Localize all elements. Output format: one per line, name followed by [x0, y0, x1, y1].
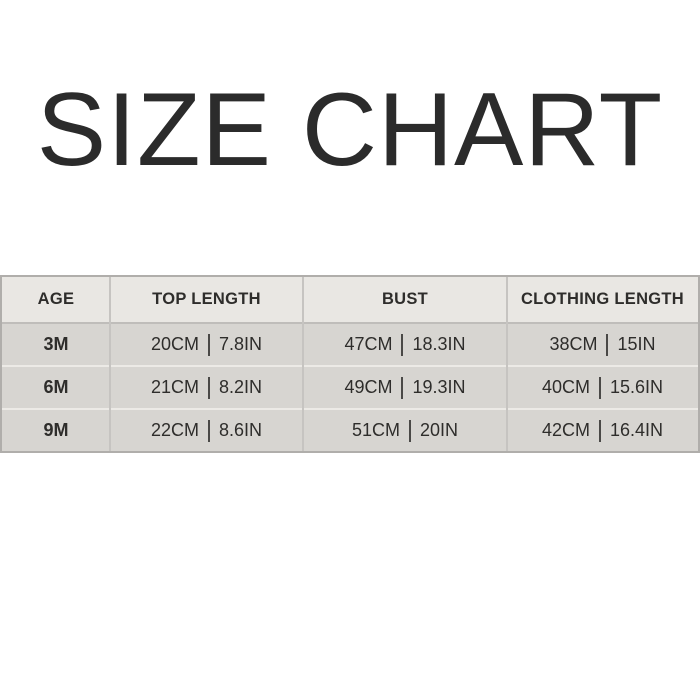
in-value: 19.3IN	[412, 377, 466, 397]
cm-value: 49CM	[344, 377, 393, 397]
column-divider	[109, 277, 111, 451]
in-value: 8.6IN	[218, 420, 263, 440]
header-clothing-length: CLOTHING LENGTH	[520, 290, 685, 308]
table-header-row: AGE TOP LENGTH BUST CLOTHING LENGTH	[2, 277, 698, 324]
bust-value: 49CM 19.3IN	[303, 376, 507, 399]
unit-divider-bar	[401, 376, 404, 399]
table-row-6m: 6M 21CM 8.2IN 49CM 19.3IN 40CM 15.6IN	[2, 365, 698, 408]
cm-value: 40CM	[541, 377, 590, 397]
unit-divider-bar	[207, 333, 210, 356]
cm-value: 47CM	[344, 334, 393, 354]
in-value: 18.3IN	[412, 334, 466, 354]
age-value: 9M	[43, 420, 69, 440]
cm-value: 42CM	[541, 420, 590, 440]
column-divider	[506, 277, 508, 451]
unit-divider-bar	[207, 376, 210, 399]
cm-value: 22CM	[150, 420, 199, 440]
top-length-value: 22CM 8.6IN	[110, 419, 303, 442]
top-length-value: 21CM 8.2IN	[110, 376, 303, 399]
header-age: AGE	[37, 290, 75, 308]
unit-divider-bar	[401, 333, 404, 356]
age-value: 6M	[43, 377, 69, 397]
in-value: 8.2IN	[218, 377, 263, 397]
in-value: 15.6IN	[609, 377, 664, 397]
size-chart-table: AGE TOP LENGTH BUST CLOTHING LENGTH 3M 2…	[0, 275, 700, 453]
cm-value: 38CM	[549, 334, 598, 354]
header-top-length: TOP LENGTH	[152, 290, 261, 308]
cm-value: 20CM	[150, 334, 199, 354]
clothing-length-value: 42CM 16.4IN	[507, 419, 698, 442]
clothing-length-value: 40CM 15.6IN	[507, 376, 698, 399]
header-bust: BUST	[381, 290, 429, 308]
unit-divider-bar	[598, 376, 601, 399]
table-row-9m: 9M 22CM 8.6IN 51CM 20IN 42CM 16.4IN	[2, 408, 698, 451]
unit-divider-bar	[606, 333, 609, 356]
column-divider	[302, 277, 304, 451]
in-value: 15IN	[617, 334, 656, 354]
bust-value: 47CM 18.3IN	[303, 333, 507, 356]
top-length-value: 20CM 7.8IN	[110, 333, 303, 356]
in-value: 7.8IN	[218, 334, 263, 354]
page-title: SIZE CHART	[36, 72, 664, 188]
age-value: 3M	[43, 334, 69, 354]
unit-divider-bar	[598, 419, 601, 442]
in-value: 16.4IN	[609, 420, 664, 440]
cm-value: 21CM	[150, 377, 199, 397]
clothing-length-value: 38CM 15IN	[507, 333, 698, 356]
table-row-3m: 3M 20CM 7.8IN 47CM 18.3IN 38CM 15IN	[2, 324, 698, 365]
cm-value: 51CM	[351, 420, 400, 440]
unit-divider-bar	[408, 419, 411, 442]
unit-divider-bar	[207, 419, 210, 442]
bust-value: 51CM 20IN	[303, 419, 507, 442]
in-value: 20IN	[419, 420, 459, 440]
